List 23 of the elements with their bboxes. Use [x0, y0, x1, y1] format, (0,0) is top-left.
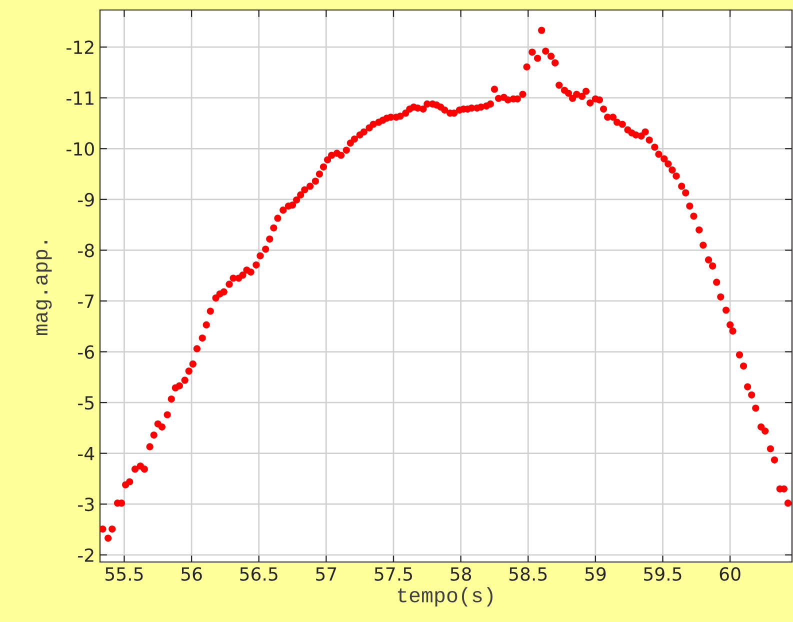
x-tick-label: 57.5: [374, 567, 412, 581]
y-tick-label: -4: [78, 447, 94, 460]
x-tick-label: 59: [585, 567, 606, 581]
y-axis-title: mag.app.: [36, 241, 52, 336]
y-tick-label: -6: [78, 345, 94, 359]
y-tick-label: -8: [78, 244, 94, 258]
x-tick-label: 58.5: [509, 567, 547, 581]
y-tick-label: -2: [78, 548, 94, 562]
x-tick-label: 58: [450, 567, 472, 581]
x-tick-label: 59.5: [644, 567, 682, 581]
x-tick-label: 60: [720, 567, 740, 581]
y-tick-label: -9: [78, 192, 94, 207]
y-tick-label: -10: [66, 142, 94, 156]
y-tick-label: -5: [78, 396, 94, 410]
x-tick-label: 56: [181, 567, 202, 581]
y-tick-label: -3: [78, 498, 94, 512]
x-tick-label: 56.5: [240, 567, 278, 581]
x-axis-title: tempo(s): [398, 587, 493, 607]
y-tick-label: -11: [66, 92, 94, 105]
y-tick-label: -12: [66, 40, 94, 54]
y-tick-label: -7: [78, 294, 94, 308]
x-tick-label: 55.5: [106, 567, 143, 581]
x-tick-label: 57: [316, 567, 336, 581]
